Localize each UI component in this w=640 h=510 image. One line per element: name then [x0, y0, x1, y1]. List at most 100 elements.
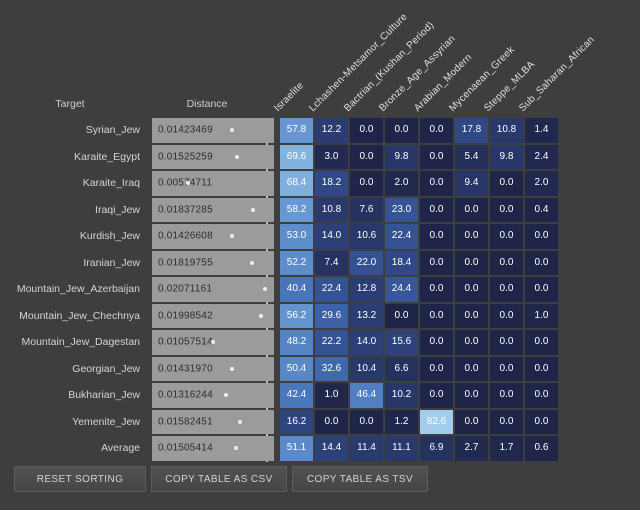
table-row: Mountain_Jew_Dagestan 0.01057514 48.2 22.2 1…	[0, 330, 558, 355]
distance-value: 0.01423469	[158, 124, 213, 136]
heatmap-cell: 0.0	[420, 144, 453, 169]
heatmap-cell: 2.0	[525, 171, 558, 196]
heatmap-cell: 16.2	[280, 409, 313, 434]
distance-marker-dot	[186, 181, 191, 186]
distance-value: 0.01998542	[158, 310, 213, 322]
heatmap-cell: 1.2	[385, 409, 418, 434]
row-label: Georgian_Jew	[72, 362, 140, 375]
heatmap-cell: 9.8	[490, 144, 523, 169]
heatmap-cell: 14.4	[315, 436, 348, 461]
heatmap-cell: 56.2	[280, 303, 313, 328]
distance-value: 0.01582451	[158, 416, 213, 428]
row-label: Syrian_Jew	[85, 124, 140, 136]
heatmap-cell: 2.0	[385, 171, 418, 196]
heatmap-cell: 0.0	[420, 383, 453, 408]
heatmap-cell: 0.0	[315, 409, 348, 434]
table-row: Yemenite_Jew 0.01582451 16.2 0.0 0.0 1.2 82.6 0…	[0, 409, 558, 434]
table-row: Iraqi_Jew 0.01837285 58.2 10.8 7.6 23.0 0.0 0.0…	[0, 197, 558, 222]
table-row: Georgian_Jew 0.01431970 50.4 32.6 10.4 6.6 0.0…	[0, 356, 558, 381]
heatmap-cell: 11.4	[350, 436, 383, 461]
row-label: Karaite_Iraq	[82, 177, 140, 189]
table-row: Average 0.01505414 51.1 14.4 11.4 11.1 6.9 2.7 1…	[0, 436, 558, 461]
heatmap-cell: 0.0	[455, 277, 488, 302]
distance-marker-dot	[230, 234, 234, 239]
heatmap-cell: 0.0	[420, 330, 453, 355]
heatmap-cell: 0.0	[490, 330, 523, 355]
heatmap-cell: 0.0	[455, 303, 488, 328]
heatmap-cell: 18.2	[315, 171, 348, 196]
copy-table-tsv-button[interactable]: COPY TABLE AS TSV	[292, 466, 428, 492]
heatmap-row-cells: 40.4 22.4 12.8 24.4 0.0 0.0 0.0 0.0	[280, 277, 558, 302]
distance-value: 0.01057514	[158, 336, 213, 348]
heatmap-cell: 6.6	[385, 356, 418, 381]
heatmap-row-cells: 69.6 3.0 0.0 9.8 0.0 5.4 9.8 2.4	[280, 144, 558, 169]
heatmap-cell: 5.4	[455, 144, 488, 169]
heatmap-row-cells: 16.2 0.0 0.0 1.2 82.6 0.0 0.0 0.0	[280, 409, 558, 434]
heatmap-cell: 0.0	[420, 250, 453, 275]
row-label: Iranian_Jew	[83, 256, 140, 269]
heatmap-cell: 14.0	[350, 330, 383, 355]
heatmap-cell: 40.4	[280, 277, 313, 302]
heatmap-cell: 0.0	[350, 409, 383, 434]
table-body: Syrian_Jew 0.01423469 57.8 12.2 0.0 0.0 0.0 17.…	[0, 118, 558, 461]
table-row: Iranian_Jew 0.01819755 52.2 7.4 22.0 18.4 0.0 0…	[0, 250, 558, 275]
toolbar: RESET SORTING COPY TABLE AS CSV COPY TAB…	[14, 466, 428, 492]
copy-table-csv-button[interactable]: COPY TABLE AS CSV	[151, 466, 287, 492]
reset-sorting-button[interactable]: RESET SORTING	[14, 466, 146, 492]
heatmap-cell: 0.0	[455, 356, 488, 381]
heatmap-cell: 42.4	[280, 383, 313, 408]
distance-marker-dot	[211, 340, 216, 345]
heatmap-cell: 68.4	[280, 171, 313, 196]
heatmap-row-cells: 57.8 12.2 0.0 0.0 0.0 17.8 10.8 1.4	[280, 118, 558, 143]
heatmap-cell: 0.6	[525, 436, 558, 461]
column-header[interactable]: Israelite	[272, 80, 307, 114]
heatmap-cell: 0.0	[350, 118, 383, 143]
target-column-header[interactable]: Target	[55, 98, 85, 110]
distance-marker-dot	[237, 419, 242, 424]
heatmap-cell: 2.7	[455, 436, 488, 461]
heatmap-cell: 9.4	[455, 171, 488, 196]
heatmap-row-cells: 58.2 10.8 7.6 23.0 0.0 0.0 0.0 0.4	[280, 197, 558, 222]
heatmap-cell: 0.0	[420, 224, 453, 249]
distance-bar: 0.01837285	[152, 197, 274, 222]
heatmap-cell: 57.8	[280, 118, 313, 143]
heatmap-row-cells: 68.4 18.2 0.0 2.0 0.0 9.4 0.0 2.0	[280, 171, 558, 196]
heatmap-cell: 15.6	[385, 330, 418, 355]
heatmap-cell: 0.0	[525, 277, 558, 302]
table-row: Bukharian_Jew 0.01316244 42.4 1.0 46.4 10.2 0.…	[0, 383, 558, 408]
column-header[interactable]: Mycenaean_Greek	[447, 44, 517, 114]
heatmap-cell: 22.2	[315, 330, 348, 355]
heatmap-cell: 2.4	[525, 144, 558, 169]
heatmap-cell: 10.8	[315, 197, 348, 222]
distance-value: 0.01316244	[158, 389, 213, 401]
heatmap-cell: 0.0	[420, 356, 453, 381]
distance-marker-dot	[230, 366, 235, 371]
heatmap-cell: 0.0	[490, 171, 523, 196]
heatmap-cell: 0.0	[490, 303, 523, 328]
heatmap-cell: 23.0	[385, 197, 418, 222]
heatmap-cell: 0.4	[525, 197, 558, 222]
heatmap-cell: 22.0	[350, 250, 383, 275]
heatmap-row-cells: 42.4 1.0 46.4 10.2 0.0 0.0 0.0 0.0	[280, 383, 558, 408]
heatmap-cell: 10.2	[385, 383, 418, 408]
heatmap-row-cells: 56.2 29.6 13.2 0.0 0.0 0.0 0.0 1.0	[280, 303, 558, 328]
row-label: Karaite_Egypt	[74, 150, 140, 163]
heatmap-cell: 52.2	[280, 250, 313, 275]
distance-value: 0.02071161	[158, 283, 213, 295]
row-label: Bukharian_Jew	[68, 389, 140, 401]
heatmap-cell: 12.8	[350, 277, 383, 302]
heatmap-cell: 1.0	[315, 383, 348, 408]
table-row: Syrian_Jew 0.01423469 57.8 12.2 0.0 0.0 0.0 17.…	[0, 118, 558, 143]
distance-column-header[interactable]: Distance	[186, 98, 228, 110]
heatmap-cell: 0.0	[525, 330, 558, 355]
heatmap-row-cells: 48.2 22.2 14.0 15.6 0.0 0.0 0.0 0.0	[280, 330, 558, 355]
heatmap-cell: 48.2	[280, 330, 313, 355]
heatmap-cell: 0.0	[455, 197, 488, 222]
heatmap-cell: 10.6	[350, 224, 383, 249]
heatmap-cell: 24.4	[385, 277, 418, 302]
distance-marker-dot	[229, 128, 234, 133]
distance-bar: 0.01582451	[152, 409, 274, 434]
distance-bar: 0.01426608	[152, 224, 274, 249]
row-label: Mountain_Jew_Dagestan	[21, 336, 141, 348]
heatmap-cell: 0.0	[455, 409, 488, 434]
